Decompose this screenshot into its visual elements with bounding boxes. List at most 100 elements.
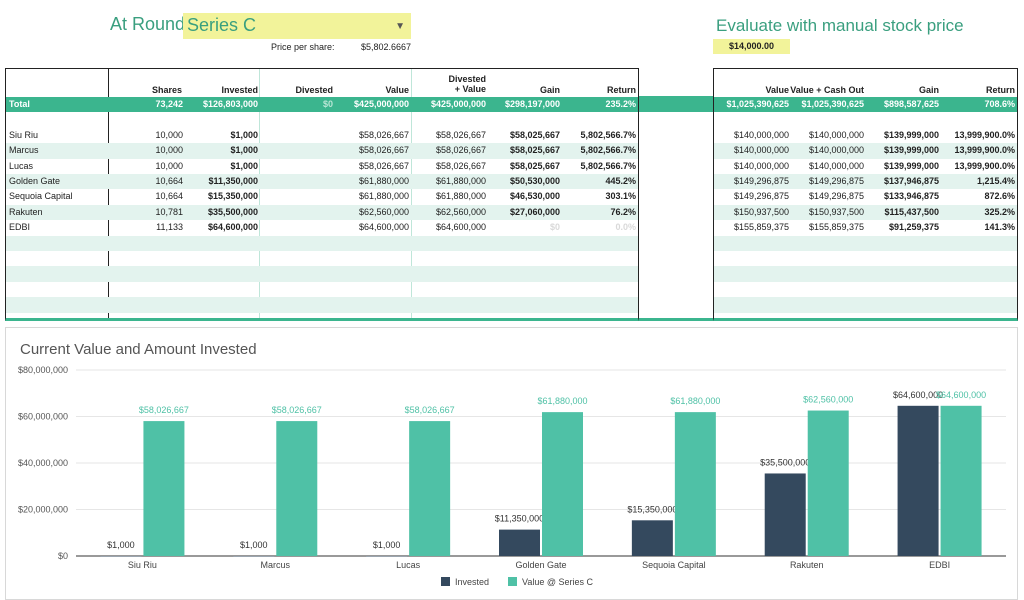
manual-cell-return[interactable]: 13,999,900.0%: [954, 129, 1015, 140]
manual-cell-value[interactable]: $149,296,875: [733, 176, 789, 186]
manual-cell-gain[interactable]: $137,946,875: [883, 176, 939, 186]
cell-name[interactable]: Total: [9, 99, 30, 109]
cell-shares[interactable]: 10,781: [155, 206, 183, 217]
manual-cell-gain[interactable]: $133,946,875: [883, 191, 939, 202]
manual-cell-value[interactable]: $155,859,375: [733, 222, 789, 233]
manual-price-input[interactable]: $14,000.00: [713, 39, 790, 54]
x-tick-label: Rakuten: [790, 560, 824, 570]
cell-gain[interactable]: $58,025,667: [509, 129, 560, 140]
manual-cell-return[interactable]: 872.6%: [984, 191, 1015, 202]
cell-invested[interactable]: $1,000: [230, 160, 258, 171]
cell-divested[interactable]: $0: [322, 99, 333, 109]
table-row: Golden Gate 10,664 $11,350,000 $61,880,000 $…: [6, 174, 638, 190]
cell-value[interactable]: $58,026,667: [358, 160, 409, 171]
cell-gain[interactable]: $27,060,000: [509, 206, 560, 217]
cell-gain[interactable]: $0: [549, 222, 560, 233]
cell-gain[interactable]: $58,025,667: [509, 160, 560, 171]
cell-name[interactable]: Rakuten: [9, 206, 43, 217]
cell-invested[interactable]: $126,803,000: [202, 99, 258, 109]
data-label: $64,600,000: [936, 390, 986, 400]
manual-cell-return[interactable]: 13,999,900.0%: [954, 145, 1015, 156]
cell-return[interactable]: 5,802,566.7%: [580, 160, 636, 171]
manual-cell-return[interactable]: 141.3%: [984, 222, 1015, 233]
manual-cell-value-cash[interactable]: $149,296,875: [808, 176, 864, 186]
cell-name[interactable]: Sequoia Capital: [9, 191, 73, 202]
cell-value[interactable]: $61,880,000: [358, 176, 409, 186]
cell-value[interactable]: $58,026,667: [358, 145, 409, 156]
cell-return[interactable]: 5,802,566.7%: [580, 145, 636, 156]
cell-name[interactable]: Siu Riu: [9, 129, 39, 140]
manual-cell-gain[interactable]: $139,999,000: [883, 145, 939, 156]
cell-return[interactable]: 235.2%: [605, 99, 636, 109]
chart-title: Current Value and Amount Invested: [20, 341, 257, 358]
cell-div-value[interactable]: $61,880,000: [435, 191, 486, 202]
cell-shares[interactable]: 10,664: [155, 191, 183, 202]
cell-gain[interactable]: $298,197,000: [504, 99, 560, 109]
cell-invested[interactable]: $15,350,000: [207, 191, 258, 202]
manual-cell-value-cash[interactable]: $140,000,000: [808, 145, 864, 156]
manual-cell-return[interactable]: 708.6%: [984, 99, 1015, 109]
cell-gain[interactable]: $50,530,000: [509, 176, 560, 186]
cell-div-value[interactable]: $58,026,667: [435, 160, 486, 171]
cell-div-value[interactable]: $58,026,667: [435, 145, 486, 156]
manual-cell-return[interactable]: 325.2%: [984, 206, 1015, 217]
cell-shares[interactable]: 11,133: [156, 222, 183, 233]
manual-cell-gain[interactable]: $139,999,000: [883, 129, 939, 140]
cell-shares[interactable]: 10,664: [155, 176, 183, 186]
manual-cell-value[interactable]: $140,000,000: [733, 160, 789, 171]
bar-invested: [764, 473, 806, 556]
cell-name[interactable]: Marcus: [9, 145, 39, 156]
cell-invested[interactable]: $64,600,000: [207, 222, 258, 233]
col-header-shares: Shares: [151, 85, 182, 95]
manual-cell-gain[interactable]: $115,437,500: [884, 206, 939, 217]
cell-shares[interactable]: 10,000: [155, 129, 183, 140]
cell-shares[interactable]: 73,242: [155, 99, 183, 109]
cell-return[interactable]: 445.2%: [605, 176, 636, 186]
round-select[interactable]: Series C ▼: [183, 13, 411, 39]
cell-invested[interactable]: $35,500,000: [207, 206, 258, 217]
cell-shares[interactable]: 10,000: [155, 145, 183, 156]
manual-cell-value-cash[interactable]: $150,937,500: [808, 206, 864, 217]
manual-cell-gain[interactable]: $91,259,375: [888, 222, 939, 233]
cell-div-value[interactable]: $425,000,000: [430, 99, 486, 109]
manual-cell-value[interactable]: $140,000,000: [733, 145, 789, 156]
cell-value[interactable]: $61,880,000: [358, 191, 409, 202]
cell-div-value[interactable]: $61,880,000: [435, 176, 486, 186]
cell-value[interactable]: $58,026,667: [358, 129, 409, 140]
cell-gain[interactable]: $46,530,000: [509, 191, 560, 202]
cell-value[interactable]: $425,000,000: [353, 99, 409, 109]
cell-invested[interactable]: $11,350,000: [208, 176, 258, 186]
cell-div-value[interactable]: $62,560,000: [435, 206, 486, 217]
cell-return[interactable]: 76.2%: [610, 206, 636, 217]
cell-div-value[interactable]: $64,600,000: [435, 222, 486, 233]
manual-cell-value[interactable]: $150,937,500: [733, 206, 789, 217]
manual-cell-value-cash[interactable]: $1,025,390,625: [801, 99, 864, 109]
cell-name[interactable]: Lucas: [9, 160, 34, 171]
cell-name[interactable]: EDBI: [9, 222, 31, 233]
manual-cell-value-cash[interactable]: $149,296,875: [808, 191, 864, 202]
manual-cell-value-cash[interactable]: $140,000,000: [808, 129, 864, 140]
manual-cell-return[interactable]: 1,215.4%: [976, 176, 1015, 186]
cell-return[interactable]: 0.0%: [615, 222, 636, 233]
cell-invested[interactable]: $1,000: [230, 145, 258, 156]
manual-cell-value-cash[interactable]: $140,000,000: [808, 160, 864, 171]
cell-value[interactable]: $62,560,000: [358, 206, 409, 217]
manual-cell-value[interactable]: $149,296,875: [733, 191, 789, 202]
manual-empty-row: [714, 282, 1017, 297]
cell-shares[interactable]: 10,000: [155, 160, 183, 171]
manual-cell-value-cash[interactable]: $155,859,375: [808, 222, 864, 233]
cell-div-value[interactable]: $58,026,667: [435, 129, 486, 140]
bar-invested: [100, 555, 142, 557]
manual-table-row: $140,000,000 $140,000,000 $139,999,000 13,9…: [714, 143, 1017, 159]
manual-cell-gain[interactable]: $139,999,000: [883, 160, 939, 171]
cell-gain[interactable]: $58,025,667: [509, 145, 560, 156]
manual-cell-gain[interactable]: $898,587,625: [883, 99, 939, 109]
cell-return[interactable]: 303.1%: [605, 191, 636, 202]
manual-cell-value[interactable]: $1,025,390,625: [726, 99, 789, 109]
cell-return[interactable]: 5,802,566.7%: [580, 129, 636, 140]
cell-invested[interactable]: $1,000: [230, 129, 258, 140]
cell-name[interactable]: Golden Gate: [9, 176, 61, 186]
manual-cell-value[interactable]: $140,000,000: [733, 129, 789, 140]
cell-value[interactable]: $64,600,000: [358, 222, 409, 233]
manual-cell-return[interactable]: 13,999,900.0%: [954, 160, 1015, 171]
